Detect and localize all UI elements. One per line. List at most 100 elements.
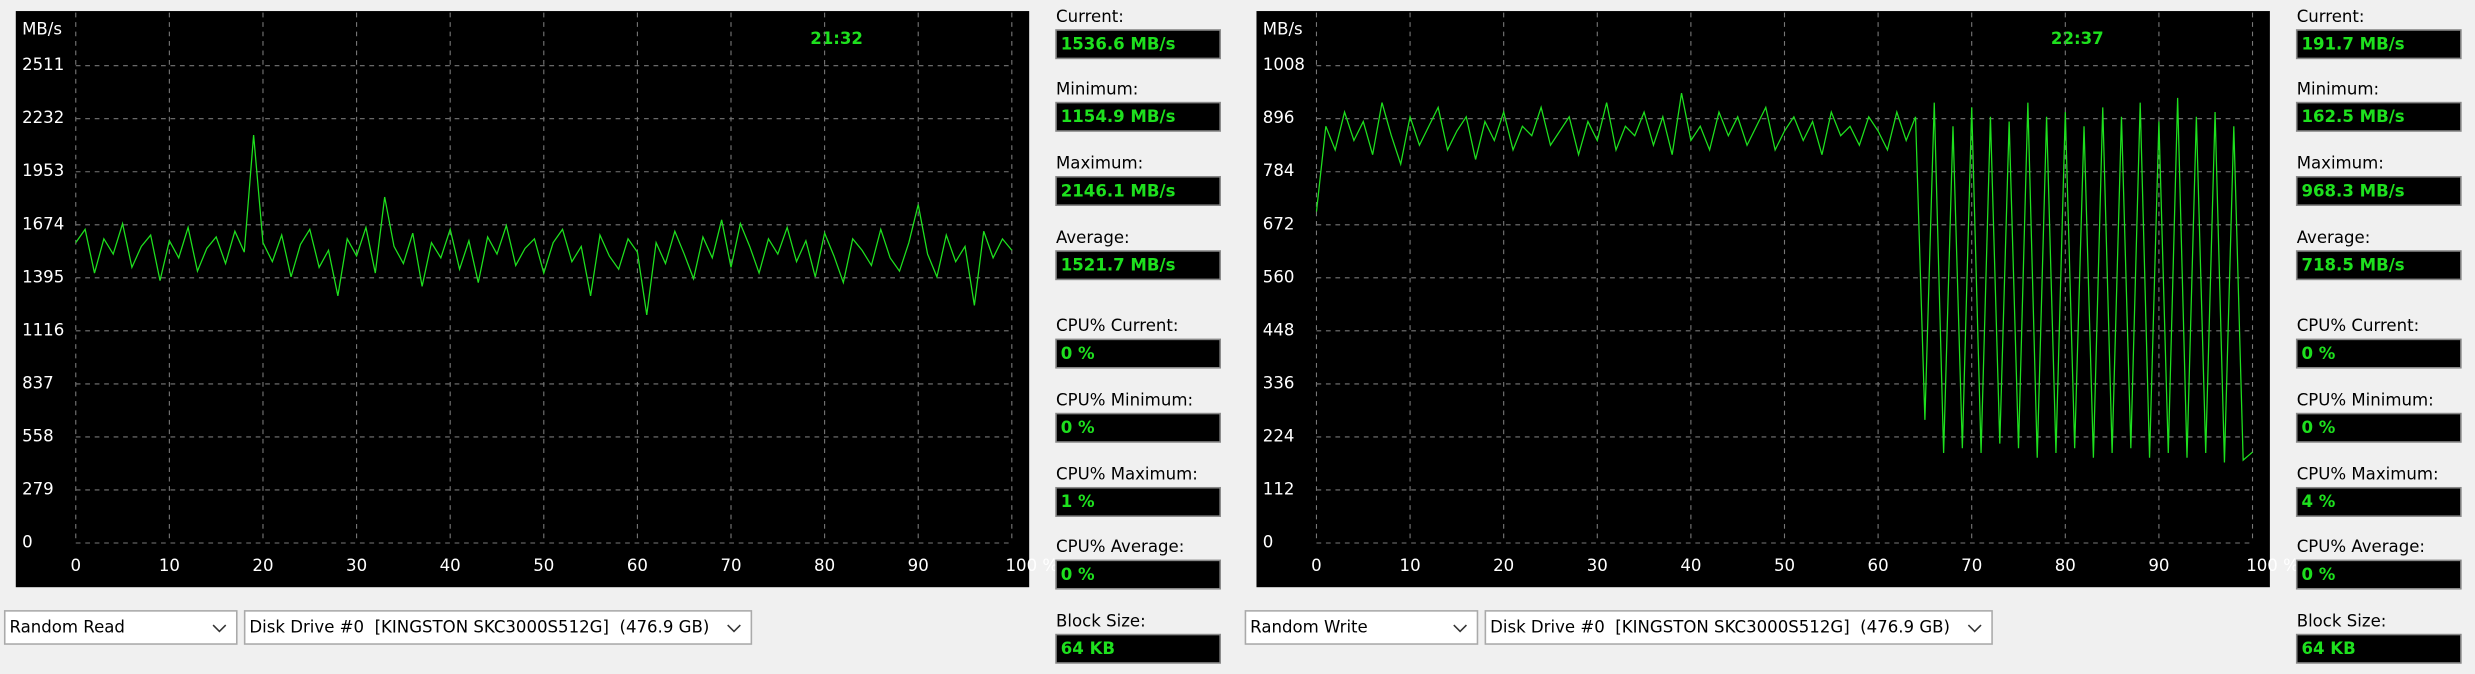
dropdown-text: Random Write [1250,618,1368,637]
x-tick-label: 40 [1680,556,1701,575]
stat-box [1055,176,1221,206]
stat-value: 1521.7 MB/s [1061,255,1176,274]
stat-box [1055,250,1221,281]
x-tick-label: 60 [1868,556,1889,575]
stat-box [2295,559,2462,590]
x-tick-label: 80 [2055,556,2076,575]
data-line [1315,93,2253,463]
x-tick-label: 70 [720,556,741,575]
y-tick-label: 2511 [22,55,64,74]
x-tick-label: 20 [252,556,273,575]
stat-value: 1536.6 MB/s [1061,34,1176,53]
stat-box [1055,338,1221,369]
time-label: 21:32 [810,29,863,48]
stat-label: CPU% Current: [1056,316,1178,335]
y-tick-label: 1674 [22,214,64,233]
y-tick-label: 0 [1263,533,1274,552]
stat-box [1055,486,1221,517]
y-tick-label: 1953 [22,161,64,180]
dropdown[interactable] [3,610,238,645]
y-axis-label: MB/s [1263,19,1303,38]
y-tick-label: 336 [1263,373,1295,392]
x-tick-label: 50 [1774,556,1795,575]
stat-label: CPU% Maximum: [1056,465,1198,484]
y-tick-label: 672 [1263,214,1295,233]
stat-box [2295,29,2462,60]
stat-box [2295,633,2462,664]
stat-box [1055,101,1221,132]
stat-label: Average: [2297,228,2371,247]
stat-label: Maximum: [1056,154,1143,173]
stat-box [2295,412,2462,443]
y-tick-label: 279 [22,479,54,498]
stat-value: 0 % [2301,344,2335,363]
y-tick-label: 1395 [22,267,64,286]
stat-value: 718.5 MB/s [2301,255,2404,274]
x-tick-label: 20 [1493,556,1514,575]
stat-label: Minimum: [1056,79,1138,98]
y-tick-label: 448 [1263,320,1295,339]
y-tick-label: 896 [1263,108,1295,127]
stat-value: 1154.9 MB/s [1061,107,1176,126]
x-tick-label: 60 [627,556,648,575]
x-tick-label: 90 [908,556,929,575]
stat-label: CPU% Current: [2297,316,2419,335]
stat-box [2295,486,2462,517]
y-axis-label: MB/s [22,19,62,38]
stat-box [2295,101,2462,132]
stat-value: 0 % [2301,565,2335,584]
x-tick-label: 0 [70,556,81,575]
stat-box [1055,633,1221,664]
dropdown-arrow [1967,624,1982,633]
x-tick-label: 50 [533,556,554,575]
stat-value: 1 % [1061,492,1095,511]
time-label: 22:37 [2051,29,2104,48]
stat-label: Maximum: [2297,154,2384,173]
x-tick-label: 10 [1400,556,1421,575]
dropdown[interactable] [243,610,753,645]
stat-label: Minimum: [2297,79,2379,98]
y-tick-label: 1008 [1263,55,1305,74]
dropdown[interactable] [1244,610,1479,645]
stat-label: Current: [2297,7,2365,26]
dropdown-arrow [1453,624,1467,633]
stat-label: CPU% Minimum: [2297,390,2434,409]
dropdown[interactable] [1484,610,1993,645]
x-tick-label: 30 [1587,556,1608,575]
stat-box [1055,412,1221,443]
stat-label: Average: [1056,228,1130,247]
stat-value: 0 % [1061,344,1095,363]
stat-label: CPU% Average: [1056,537,1184,556]
y-tick-label: 560 [1263,267,1295,286]
x-tick-label: 30 [346,556,367,575]
stat-value: 0 % [2301,418,2335,437]
stat-label: Current: [1056,7,1124,26]
stat-value: 968.3 MB/s [2301,181,2404,200]
stat-value: 64 KB [2301,639,2355,658]
stat-value: 64 KB [1061,639,1115,658]
stat-value: 2146.1 MB/s [1061,181,1176,200]
stat-label: Block Size: [1056,611,1146,630]
y-tick-label: 112 [1263,479,1295,498]
y-tick-label: 837 [22,373,54,392]
y-tick-label: 558 [22,426,54,445]
y-tick-label: 224 [1263,426,1295,445]
x-tick-label: 90 [2148,556,2169,575]
x-tick-label: 0 [1311,556,1322,575]
x-tick-label: 80 [814,556,835,575]
stat-box [1055,29,1221,60]
stat-box [2295,250,2462,281]
x-tick-label: 10 [159,556,180,575]
stat-value: 162.5 MB/s [2301,107,2404,126]
data-line [75,134,1013,315]
plot-background [1256,11,2270,588]
y-tick-label: 784 [1263,161,1295,180]
plot-background [15,11,1030,588]
dropdown-text: Disk Drive #0 [KINGSTON SKC3000S512G] (4… [1490,618,1950,637]
stat-label: Block Size: [2297,611,2387,630]
dropdown-arrow [212,624,227,633]
x-tick-label: 70 [1961,556,1982,575]
y-tick-label: 1116 [22,320,64,339]
